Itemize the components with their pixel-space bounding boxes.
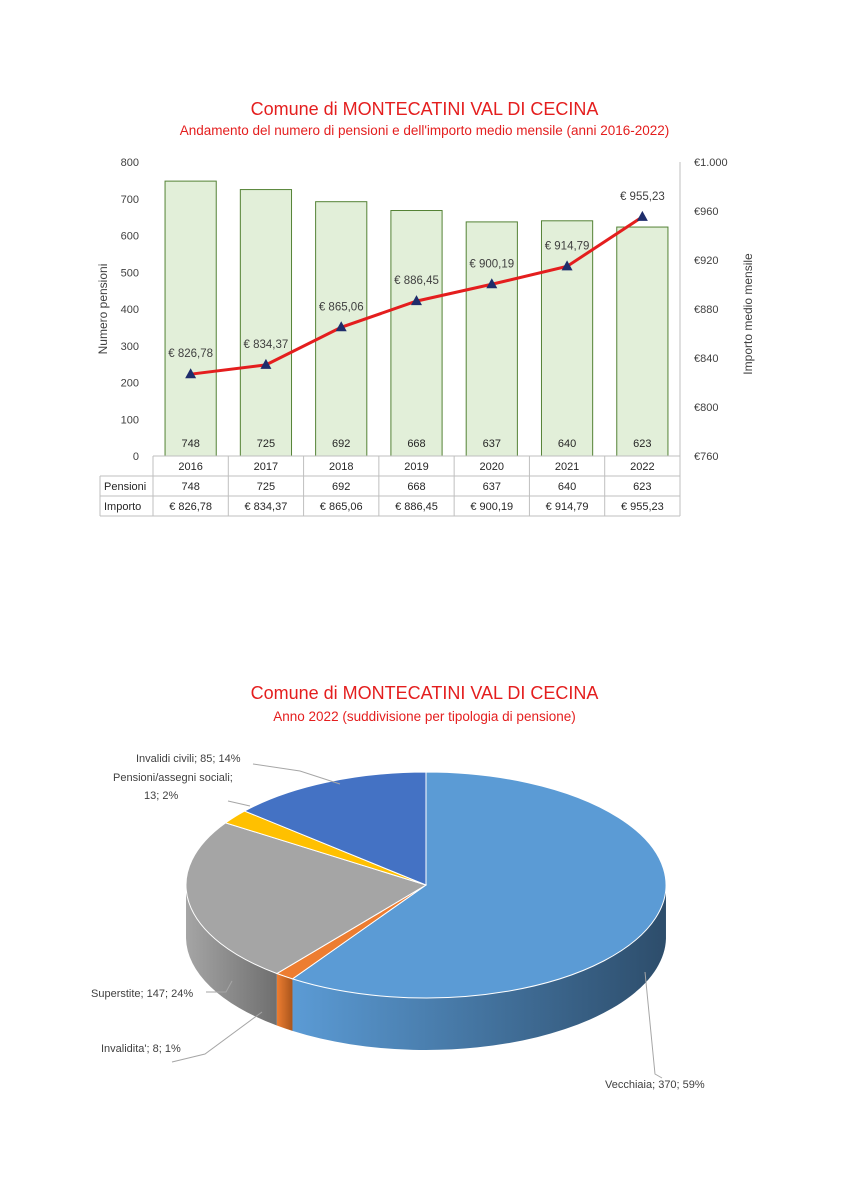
bar-2019 bbox=[390, 210, 443, 457]
table-cell: € 826,78 bbox=[169, 501, 212, 513]
bar-2022 bbox=[616, 226, 669, 457]
importo-data-label: € 886,45 bbox=[394, 275, 439, 287]
table-cell: 637 bbox=[483, 481, 501, 493]
pie-chart-subtitle: Anno 2022 (suddivisione per tipologia di… bbox=[273, 709, 576, 724]
category-label: 2021 bbox=[555, 461, 579, 473]
bar-data-label: 668 bbox=[407, 438, 425, 450]
pie-slice-pensioni-assegni-sociali bbox=[224, 810, 427, 886]
pie-data-label: Vecchiaia; 370; 59% bbox=[605, 1079, 705, 1091]
bar-2016 bbox=[164, 180, 217, 457]
pie-slice-invalidita- bbox=[275, 884, 427, 980]
left-tick-label: 300 bbox=[121, 341, 139, 353]
left-axis-title: Numero pensioni bbox=[96, 264, 110, 355]
importo-data-label: € 914,79 bbox=[545, 240, 590, 252]
table-cell: € 865,06 bbox=[320, 501, 363, 513]
pie-data-label: Pensioni/assegni sociali; bbox=[113, 772, 233, 784]
bar-data-label: 640 bbox=[558, 438, 576, 450]
category-label: 2018 bbox=[329, 461, 353, 473]
bar-line-chart: 800 700 600 500 400 300 200 100 0 €1.000 €960 €920 €… bbox=[96, 157, 755, 517]
table-row-label: Importo bbox=[104, 501, 141, 513]
left-tick-label: 700 bbox=[121, 194, 139, 206]
importo-data-label: € 826,78 bbox=[168, 348, 213, 360]
left-tick-label: 600 bbox=[121, 231, 139, 243]
pie-leader-line bbox=[227, 800, 251, 807]
pie-leader-line bbox=[171, 1011, 263, 1063]
pie-side-vecchiaia bbox=[292, 886, 666, 1050]
pie-data-label: Invalidi civili; 85; 14% bbox=[136, 753, 241, 765]
importo-point bbox=[636, 210, 648, 221]
importo-data-label: € 955,23 bbox=[620, 191, 665, 203]
pie-side-superstite bbox=[186, 886, 277, 1026]
table-row-label: Pensioni bbox=[104, 481, 146, 493]
bar-data-label: 637 bbox=[483, 438, 501, 450]
importo-data-label: € 900,19 bbox=[469, 258, 514, 270]
left-tick-label: 200 bbox=[121, 378, 139, 390]
bar-2017 bbox=[239, 189, 293, 457]
table-cell: 640 bbox=[558, 481, 576, 493]
importo-point bbox=[561, 260, 573, 271]
left-tick-label: 400 bbox=[121, 304, 139, 316]
pie-chart-title: Comune di MONTECATINI VAL DI CECINA bbox=[250, 683, 599, 703]
right-tick-label: €1.000 bbox=[694, 157, 728, 169]
bar-2020 bbox=[465, 221, 518, 457]
left-tick-label: 800 bbox=[121, 157, 139, 169]
pie-side-invalidita- bbox=[276, 973, 293, 1031]
right-tick-label: €920 bbox=[694, 255, 718, 267]
right-tick-label: €760 bbox=[694, 451, 718, 463]
bar-chart-title: Comune di MONTECATINI VAL DI CECINA bbox=[250, 99, 599, 119]
right-tick-label: €840 bbox=[694, 353, 718, 365]
category-label: 2017 bbox=[254, 461, 278, 473]
category-label: 2019 bbox=[404, 461, 428, 473]
table-cell: € 955,23 bbox=[621, 501, 664, 513]
table-cell: € 900,19 bbox=[470, 501, 513, 513]
right-tick-label: €880 bbox=[694, 304, 718, 316]
left-tick-label: 100 bbox=[121, 414, 139, 426]
bar-data-label: 623 bbox=[633, 438, 651, 450]
category-label: 2016 bbox=[178, 461, 202, 473]
importo-point bbox=[185, 368, 197, 379]
right-tick-label: €960 bbox=[694, 206, 718, 218]
importo-point bbox=[260, 358, 272, 369]
pie-slice-superstite bbox=[185, 822, 428, 975]
category-label: 2022 bbox=[630, 461, 654, 473]
pie-leader-line bbox=[206, 980, 233, 993]
table-cell: 692 bbox=[332, 481, 350, 493]
bar-data-label: 692 bbox=[332, 438, 350, 450]
importo-point bbox=[335, 321, 347, 332]
pie-slice-vecchiaia bbox=[291, 771, 667, 999]
left-tick-label: 0 bbox=[133, 451, 139, 463]
importo-point bbox=[486, 278, 498, 289]
bar-data-label: 748 bbox=[181, 438, 199, 450]
table-cell: € 914,79 bbox=[546, 501, 589, 513]
table-cell: € 886,45 bbox=[395, 501, 438, 513]
table-cell: 668 bbox=[407, 481, 425, 493]
left-tick-label: 500 bbox=[121, 267, 139, 279]
table-cell: 748 bbox=[181, 481, 199, 493]
right-tick-label: €800 bbox=[694, 402, 718, 414]
importo-data-label: € 865,06 bbox=[319, 301, 364, 313]
bar-chart-subtitle: Andamento del numero di pensioni e dell'… bbox=[179, 123, 670, 138]
pie-data-label: 13; 2% bbox=[144, 790, 178, 802]
pie-data-label: Superstite; 147; 24% bbox=[91, 988, 193, 1000]
bar-data-label: 725 bbox=[257, 438, 275, 450]
bar-2021 bbox=[540, 220, 594, 457]
importo-data-label: € 834,37 bbox=[244, 339, 289, 351]
pie-leader-line bbox=[252, 763, 341, 785]
pie-leader-line bbox=[644, 971, 663, 1079]
table-cell: 623 bbox=[633, 481, 651, 493]
pie-slice-invalidi-civili bbox=[243, 771, 427, 886]
pie-data-label: Invalidita'; 8; 1% bbox=[101, 1043, 181, 1055]
table-cell: € 834,37 bbox=[245, 501, 288, 513]
table-cell: 725 bbox=[257, 481, 275, 493]
right-axis-title: Importo medio mensile bbox=[741, 253, 755, 375]
importo-point bbox=[411, 295, 422, 306]
category-label: 2020 bbox=[480, 461, 504, 473]
